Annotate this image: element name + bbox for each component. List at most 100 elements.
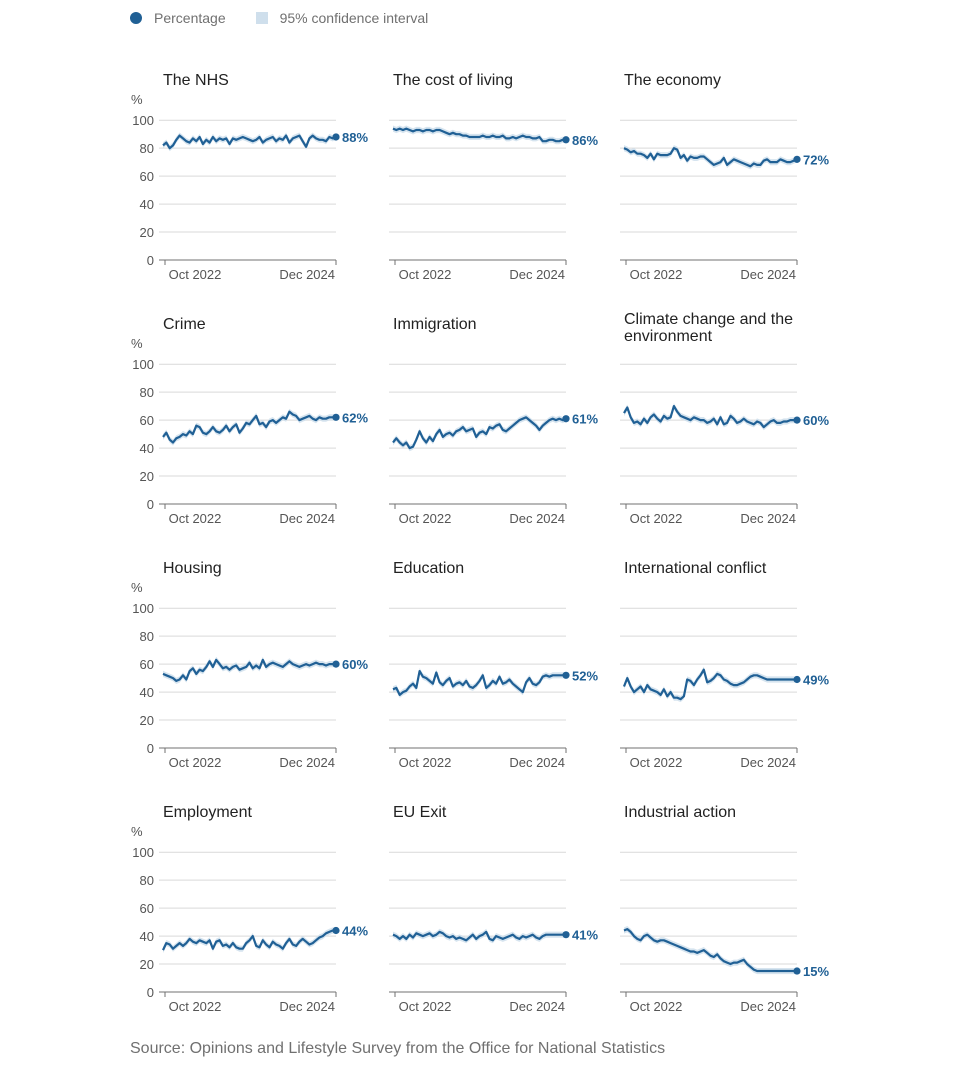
final-value-label: 86% bbox=[572, 133, 598, 148]
confidence-interval-swatch-icon bbox=[255, 12, 268, 24]
y-tick-label: 40 bbox=[140, 441, 154, 456]
y-tick-label: 100 bbox=[132, 601, 154, 616]
panel-title: Climate change and the environment bbox=[624, 311, 793, 345]
y-tick-label: 20 bbox=[140, 957, 154, 972]
series-line bbox=[392, 669, 566, 697]
final-value-label: 49% bbox=[803, 672, 829, 687]
legend-item-percentage: Percentage bbox=[130, 10, 226, 26]
y-unit-label: % bbox=[131, 824, 143, 839]
series-line bbox=[622, 668, 797, 701]
y-tick-label: 0 bbox=[147, 497, 154, 512]
confidence-band bbox=[624, 666, 797, 703]
panel-title: The cost of living bbox=[393, 72, 513, 89]
endpoint-marker bbox=[793, 675, 801, 684]
panel-international-conflict: International conflict 49% Oct 2022 Dec 202… bbox=[620, 560, 829, 770]
y-tick-label: 40 bbox=[140, 685, 154, 700]
panel-eu-exit: EU Exit 41% Oct 2022 Dec 2024 bbox=[389, 804, 598, 1014]
panel-title: The economy bbox=[624, 72, 721, 89]
endpoint-marker bbox=[562, 931, 570, 939]
endpoint-marker bbox=[562, 671, 570, 679]
y-unit-label: % bbox=[131, 92, 143, 107]
y-tick-label: 60 bbox=[140, 901, 154, 916]
series-line bbox=[162, 410, 336, 444]
x-tick-label: Oct 2022 bbox=[630, 755, 683, 770]
y-tick-label: 80 bbox=[140, 141, 154, 156]
y-tick-label: 20 bbox=[140, 713, 154, 728]
legend: Percentage 95% confidence interval bbox=[130, 8, 458, 28]
legend-item-ci: 95% confidence interval bbox=[255, 10, 429, 26]
percentage-marker-icon bbox=[130, 12, 142, 24]
endpoint-marker bbox=[332, 413, 340, 421]
x-tick-label: Dec 2024 bbox=[740, 999, 796, 1014]
panel-the-economy: The economy 72% Oct 2022 Dec 2024 bbox=[620, 72, 829, 282]
confidence-band bbox=[393, 125, 566, 145]
endpoint-marker bbox=[332, 660, 340, 668]
y-unit-label: % bbox=[131, 580, 143, 595]
panel-employment: Employment 0 20 40 60 80 100% 44% Oct 2022 Dec 20… bbox=[131, 804, 368, 1014]
panel-title: Immigration bbox=[393, 316, 477, 333]
final-value-label: 44% bbox=[342, 923, 368, 938]
final-value-label: 52% bbox=[572, 668, 598, 683]
panel-title: Industrial action bbox=[624, 804, 736, 821]
x-tick-label: Oct 2022 bbox=[630, 511, 683, 526]
confidence-band bbox=[163, 132, 336, 152]
y-tick-label: 100 bbox=[132, 357, 154, 372]
endpoint-marker bbox=[793, 416, 801, 424]
final-value-label: 41% bbox=[572, 928, 598, 943]
series-line bbox=[392, 416, 567, 450]
panel-title: EU Exit bbox=[393, 804, 447, 821]
y-tick-label: 80 bbox=[140, 385, 154, 400]
x-tick-label: Dec 2024 bbox=[279, 267, 335, 282]
confidence-band bbox=[624, 926, 797, 975]
final-value-label: 88% bbox=[342, 130, 368, 145]
panel-the-nhs: The NHS 0 20 40 60 80 100% 88% Oct 2022 Dec 2024 bbox=[131, 72, 368, 282]
series-line bbox=[392, 930, 566, 942]
legend-label-ci: 95% confidence interval bbox=[279, 10, 429, 26]
x-tick-label: Oct 2022 bbox=[399, 511, 452, 526]
x-tick-label: Dec 2024 bbox=[279, 511, 335, 526]
series-line bbox=[623, 405, 797, 429]
series-line bbox=[623, 927, 797, 973]
panel-the-cost-of-living: The cost of living 86% Oct 2022 Dec 2024 bbox=[389, 72, 598, 282]
final-value-label: 62% bbox=[342, 410, 368, 425]
x-tick-label: Oct 2022 bbox=[169, 267, 222, 282]
x-tick-label: Dec 2024 bbox=[509, 755, 565, 770]
panel-title: The NHS bbox=[163, 72, 229, 89]
series-line bbox=[623, 147, 798, 168]
series-line bbox=[162, 134, 337, 150]
y-tick-label: 60 bbox=[140, 657, 154, 672]
final-value-label: 60% bbox=[803, 413, 829, 428]
endpoint-marker bbox=[332, 133, 340, 141]
panel-title-line: environment bbox=[624, 328, 713, 345]
x-tick-label: Oct 2022 bbox=[169, 999, 222, 1014]
panel-title: Crime bbox=[163, 316, 206, 333]
endpoint-marker bbox=[793, 155, 801, 163]
series-line bbox=[162, 929, 336, 951]
y-tick-label: 0 bbox=[147, 741, 154, 756]
series-line bbox=[162, 658, 336, 683]
y-tick-label: 40 bbox=[140, 197, 154, 212]
y-tick-label: 0 bbox=[147, 985, 154, 1000]
endpoint-marker bbox=[562, 136, 570, 144]
y-tick-label: 0 bbox=[147, 253, 154, 268]
y-unit-label: % bbox=[131, 336, 143, 351]
x-tick-label: Dec 2024 bbox=[740, 511, 796, 526]
panel-climate-change-and-the-environment: Climate change and the environment 60% Oct … bbox=[620, 311, 829, 526]
x-tick-label: Dec 2024 bbox=[740, 755, 796, 770]
y-tick-label: 40 bbox=[140, 929, 154, 944]
final-value-label: 61% bbox=[572, 412, 598, 427]
x-tick-label: Dec 2024 bbox=[279, 999, 335, 1014]
legend-label-percentage: Percentage bbox=[154, 10, 226, 26]
panel-title-line: Climate change and the bbox=[624, 311, 793, 328]
y-tick-label: 100 bbox=[132, 845, 154, 860]
panel-title: Employment bbox=[163, 804, 252, 821]
y-tick-label: 80 bbox=[140, 629, 154, 644]
endpoint-marker bbox=[793, 967, 801, 975]
panel-education: Education 52% Oct 2022 Dec 2024 bbox=[389, 560, 598, 770]
x-tick-label: Oct 2022 bbox=[399, 755, 452, 770]
confidence-band bbox=[624, 145, 797, 170]
x-tick-label: Oct 2022 bbox=[630, 999, 683, 1014]
x-tick-label: Oct 2022 bbox=[399, 999, 452, 1014]
x-tick-label: Oct 2022 bbox=[399, 267, 452, 282]
x-tick-label: Oct 2022 bbox=[630, 267, 683, 282]
